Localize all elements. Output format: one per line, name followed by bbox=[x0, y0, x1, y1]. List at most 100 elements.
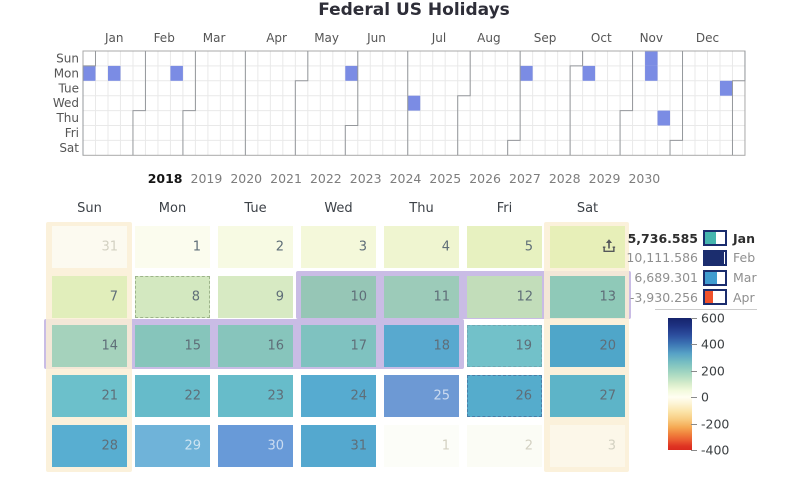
colorbar-tickmark bbox=[691, 450, 697, 451]
calendar-cell-27[interactable]: 27 bbox=[550, 375, 625, 418]
date-number: 16 bbox=[267, 338, 284, 354]
calendar-cell-3[interactable]: 3 bbox=[301, 226, 376, 268]
year-item-2027[interactable]: 2027 bbox=[509, 171, 541, 186]
year-item-2026[interactable]: 2026 bbox=[469, 171, 502, 186]
calendar-cell-20[interactable]: 20 bbox=[550, 325, 625, 368]
calendar-cell-5[interactable]: 5 bbox=[467, 226, 542, 268]
calendar-cell-12[interactable]: 12 bbox=[467, 275, 542, 318]
calendar-cell-4[interactable]: 4 bbox=[384, 226, 459, 268]
date-number: 8 bbox=[191, 289, 200, 305]
calendar-cell-14[interactable]: 14 bbox=[52, 325, 127, 368]
calendar-cell-upload-button[interactable] bbox=[550, 226, 625, 268]
month-boundary bbox=[294, 51, 309, 156]
calendar-cell-29[interactable]: 29 bbox=[135, 424, 210, 467]
legend-label: Feb bbox=[733, 250, 756, 266]
date-number: 4 bbox=[441, 239, 450, 255]
legend-label: Jan bbox=[733, 230, 755, 246]
calendar-cell-2[interactable]: 2 bbox=[467, 424, 542, 467]
year-item-2030[interactable]: 2030 bbox=[628, 171, 661, 186]
calendar-cell-3[interactable]: 3 bbox=[550, 424, 625, 467]
calendar-header-mon: Mon bbox=[158, 201, 187, 216]
colorbar-tick-label: 600 bbox=[701, 310, 725, 326]
legend-swatch bbox=[703, 269, 727, 286]
colorbar-gradient bbox=[668, 318, 692, 450]
calendar-cell-18[interactable]: 18 bbox=[384, 325, 459, 368]
colorbar-tick-label: 0 bbox=[701, 389, 709, 405]
date-number: 31 bbox=[101, 239, 118, 255]
calendar-cell-19[interactable]: 19 bbox=[467, 325, 542, 368]
calendar-cell-23[interactable]: 23 bbox=[218, 375, 293, 418]
colorbar-tickmark bbox=[691, 423, 697, 425]
year-item-2029[interactable]: 2029 bbox=[588, 171, 621, 186]
calendar-cell-10[interactable]: 10 bbox=[301, 275, 376, 318]
legend-item-feb[interactable]: 10,111.586 Feb bbox=[570, 249, 770, 266]
year-item-2020[interactable]: 2020 bbox=[230, 171, 263, 186]
date-number: 10 bbox=[350, 289, 367, 305]
year-item-2018[interactable]: 2018 bbox=[147, 171, 183, 186]
year-item-2022[interactable]: 2022 bbox=[309, 171, 342, 186]
calendar-cell-21[interactable]: 21 bbox=[52, 375, 127, 418]
holiday-cell bbox=[645, 51, 658, 66]
calendar-cell-11[interactable]: 11 bbox=[384, 275, 459, 318]
holiday-cell bbox=[170, 65, 183, 81]
date-number: 20 bbox=[599, 338, 616, 354]
date-number: 27 bbox=[599, 388, 616, 404]
month-boundary bbox=[619, 51, 634, 156]
legend-divider bbox=[655, 309, 757, 310]
calendar-cell-31[interactable]: 31 bbox=[301, 424, 376, 467]
calendar-header-wed: Wed bbox=[324, 201, 353, 216]
date-number: 2 bbox=[275, 239, 284, 255]
legend-swatch bbox=[703, 289, 727, 306]
date-number: 29 bbox=[184, 438, 201, 454]
month-label: Aug bbox=[477, 31, 500, 45]
date-number: 2 bbox=[524, 438, 533, 454]
calendar-cell-24[interactable]: 24 bbox=[301, 375, 376, 418]
legend-item-jan[interactable]: 5,736.585 Jan bbox=[570, 230, 770, 246]
calendar-cell-13[interactable]: 13 bbox=[550, 275, 625, 318]
date-number: 23 bbox=[267, 388, 284, 404]
colorbar-tick-label: -400 bbox=[701, 442, 730, 458]
date-number: 24 bbox=[350, 388, 367, 404]
year-item-2023[interactable]: 2023 bbox=[349, 171, 382, 186]
calendar-cell-17[interactable]: 17 bbox=[301, 325, 376, 368]
year-item-2028[interactable]: 2028 bbox=[548, 171, 581, 186]
month-label: Jul bbox=[431, 31, 446, 45]
calendar-cell-22[interactable]: 22 bbox=[135, 375, 210, 418]
weekday-row-label: Fri bbox=[65, 126, 79, 140]
calendar-cell-2[interactable]: 2 bbox=[218, 226, 293, 268]
date-number: 31 bbox=[350, 438, 367, 454]
colorbar-tickmark bbox=[691, 344, 697, 346]
holiday-cell bbox=[582, 65, 596, 81]
calendar-cell-15[interactable]: 15 bbox=[135, 325, 210, 368]
calendar-cell-25[interactable]: 25 bbox=[384, 375, 459, 418]
year-selector: 2018 2019 2020 2021 2022 2023 2024 2025 2026 2027… bbox=[4, 171, 800, 186]
calendar-cell-8[interactable]: 8 bbox=[135, 275, 210, 318]
year-item-2024[interactable]: 2024 bbox=[389, 171, 422, 186]
date-number: 9 bbox=[275, 289, 284, 305]
calendar-cell-1[interactable]: 1 bbox=[384, 424, 459, 467]
weekday-row-label: Sun bbox=[56, 52, 79, 66]
date-number: 14 bbox=[101, 338, 118, 354]
weekday-row-label: Mon bbox=[54, 66, 79, 80]
calendar-cell-16[interactable]: 16 bbox=[218, 325, 293, 368]
calendar-cell-1[interactable]: 1 bbox=[135, 226, 210, 268]
year-item-2025[interactable]: 2025 bbox=[429, 171, 462, 186]
date-number: 7 bbox=[109, 289, 118, 305]
legend-item-mar[interactable]: 6,689.301 Mar bbox=[570, 269, 770, 286]
month-label: Nov bbox=[640, 31, 663, 45]
year-item-2021[interactable]: 2021 bbox=[270, 171, 302, 186]
calendar-cell-30[interactable]: 30 bbox=[218, 424, 293, 467]
date-number: 19 bbox=[515, 338, 532, 354]
holiday-cell bbox=[719, 80, 733, 96]
legend-item-apr[interactable]: -3,930.256 Apr bbox=[570, 289, 770, 306]
calendar-cell-9[interactable]: 9 bbox=[218, 275, 293, 318]
calendar-cell-7[interactable]: 7 bbox=[52, 275, 127, 318]
calendar-header-thu: Thu bbox=[409, 201, 434, 216]
month-label: Sep bbox=[534, 31, 557, 45]
date-number: 3 bbox=[358, 239, 367, 255]
calendar-cell-28[interactable]: 28 bbox=[52, 424, 127, 467]
calendar-cell-26[interactable]: 26 bbox=[467, 375, 542, 418]
calendar-cell-31[interactable]: 31 bbox=[52, 226, 127, 268]
year-item-2019[interactable]: 2019 bbox=[190, 171, 223, 186]
legend-value: 10,111.586 bbox=[626, 250, 698, 266]
